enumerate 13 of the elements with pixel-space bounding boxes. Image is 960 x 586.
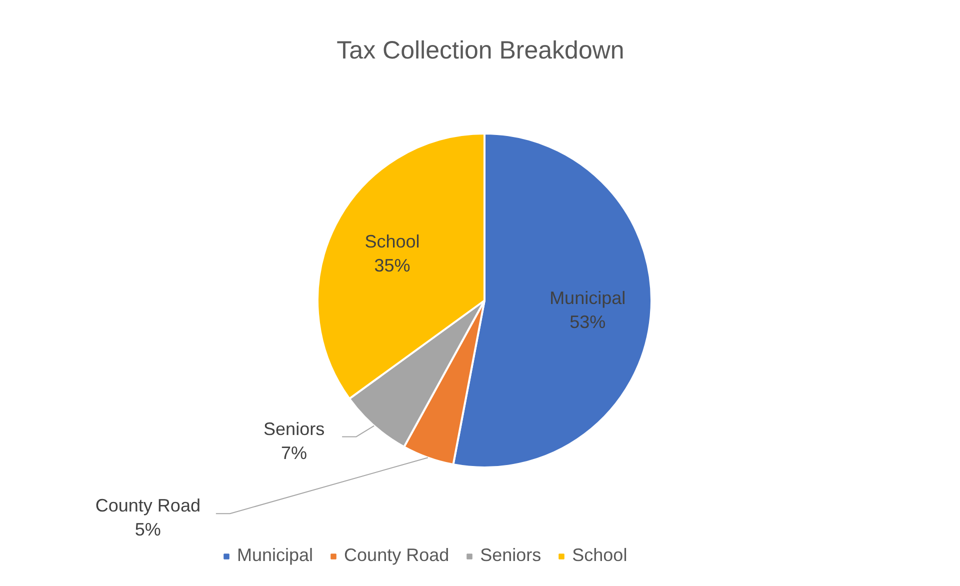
slice-label: School [364,231,420,252]
legend-label: Seniors [480,545,542,566]
data-label: 53% [570,312,606,332]
data-label: 7% [281,442,308,463]
legend-label: School [572,545,628,566]
data-label: 5% [134,520,161,540]
data-label: 35% [374,255,410,276]
legend-label: County Road [344,545,450,566]
legend-label: Municipal [237,545,314,566]
slice-label: Seniors [264,418,325,439]
slice-label: Municipal [550,288,626,308]
chart-title: Tax Collection Breakdown [336,36,624,64]
slice-label: County Road [95,496,200,516]
